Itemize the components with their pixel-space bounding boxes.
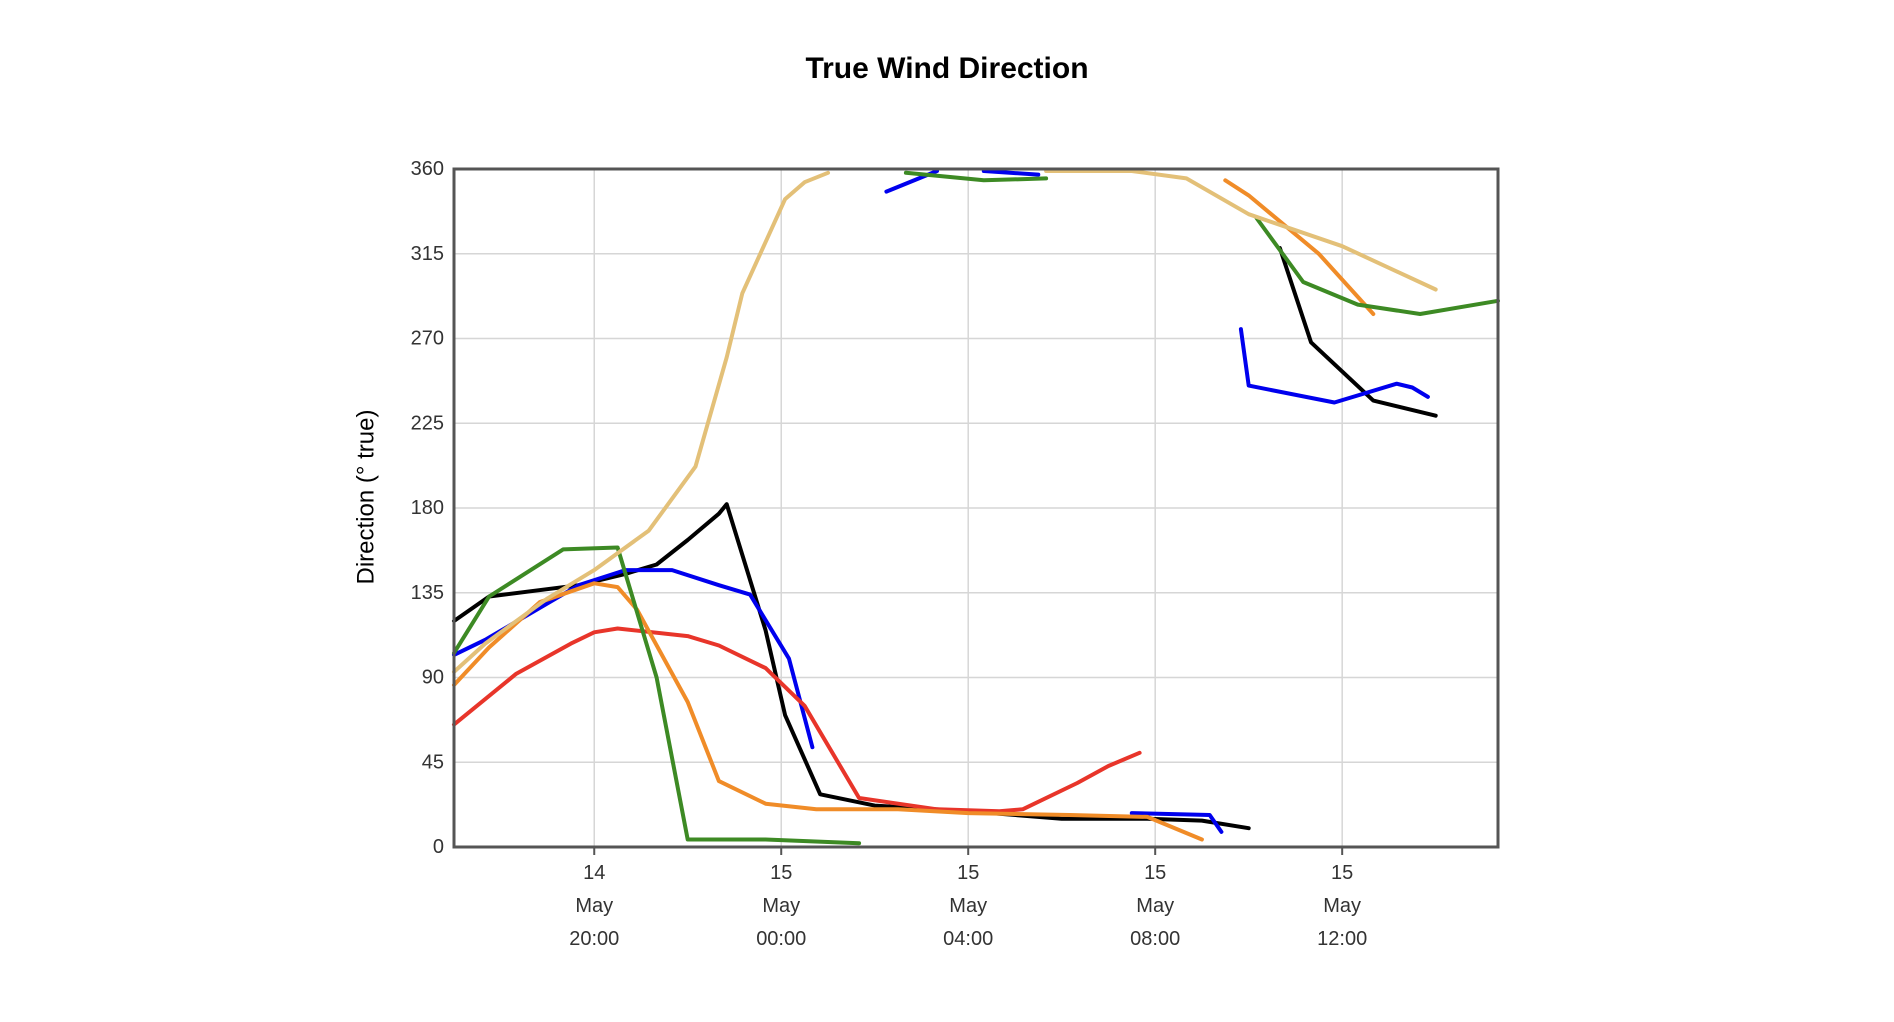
y-tick-label: 135 (411, 582, 444, 604)
y-tick-label: 225 (411, 412, 444, 434)
y-axis-ticks: 0 45 90 135 180 225 270 315 360 (411, 158, 444, 858)
series-line (1223, 178, 1376, 316)
x-tick-label: 08:00 (1130, 928, 1180, 950)
chart-title: True Wind Direction (805, 52, 1089, 85)
series-4 (452, 170, 1500, 846)
x-tick-label: 12:00 (1317, 928, 1367, 950)
x-tick-label: 15 (1144, 862, 1166, 884)
series-line (1129, 811, 1224, 834)
x-tick-label: 15 (957, 862, 979, 884)
y-tick-label: 180 (411, 497, 444, 519)
y-axis-label: Direction (° true) (353, 410, 380, 585)
y-tick-label: 360 (411, 158, 444, 180)
series-2 (452, 626, 1142, 814)
x-tick-label: 15 (1331, 862, 1353, 884)
series-line (452, 545, 862, 846)
series-line (1254, 216, 1500, 316)
series-line (1044, 169, 1438, 292)
x-tick-label: 14 (583, 862, 605, 884)
x-tick-label: May (575, 895, 613, 917)
series-line (452, 170, 830, 674)
series-line (981, 169, 1041, 177)
x-axis-ticks: 14 May 20:00 15 May 00:00 15 May 04:00 15 May 08:00… (569, 847, 1367, 950)
series-lines (452, 169, 1500, 846)
x-tick-label: 20:00 (569, 928, 619, 950)
series-3 (452, 178, 1376, 842)
x-tick-label: 00:00 (756, 928, 806, 950)
series-line (452, 626, 1142, 814)
y-tick-label: 270 (411, 328, 444, 350)
plot-area-frame (452, 167, 1500, 849)
y-tick-label: 45 (422, 751, 444, 773)
series-line (452, 502, 1251, 831)
x-tick-label: 15 (770, 862, 792, 884)
x-tick-label: May (949, 895, 987, 917)
x-tick-label: May (762, 895, 800, 917)
series-line (1238, 327, 1430, 405)
series-5 (452, 169, 1438, 674)
y-tick-label: 0 (433, 836, 444, 858)
y-tick-label: 315 (411, 243, 444, 265)
x-tick-label: May (1323, 895, 1361, 917)
x-tick-label: 04:00 (943, 928, 993, 950)
x-tick-label: May (1136, 895, 1174, 917)
series-0 (452, 246, 1438, 831)
series-1 (452, 169, 1430, 834)
grid-lines (454, 168, 1498, 848)
series-line (1277, 246, 1438, 418)
series-line (452, 581, 1204, 842)
y-tick-label: 90 (422, 667, 444, 689)
series-line (903, 170, 1049, 183)
